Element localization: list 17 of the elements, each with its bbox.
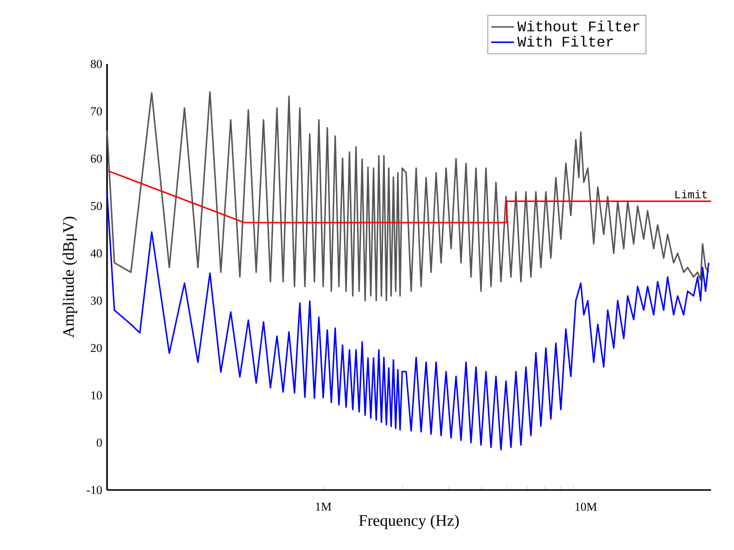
y-tick-label: 80 xyxy=(90,60,102,68)
y-tick-label: 10 xyxy=(91,391,102,400)
legend-label: Without Filter xyxy=(517,20,640,32)
y-tick-label: 40 xyxy=(90,249,102,258)
annotation: Limit xyxy=(675,190,707,198)
legend-label: With Filter xyxy=(517,36,613,47)
x-tick-label: 10M xyxy=(576,502,597,511)
y-tick-label: 50 xyxy=(91,202,102,210)
y-tick-label: 20 xyxy=(90,344,102,352)
x-axis-title: Frequency (Hz) xyxy=(359,514,459,530)
y-tick-label: 0 xyxy=(96,438,102,447)
y-tick-label: 30 xyxy=(90,296,102,305)
y-axis-title: Amplitude (dBμV) xyxy=(62,216,78,338)
x-tick-label: 1M xyxy=(316,502,332,511)
y-tick-label: -10 xyxy=(86,486,102,494)
y-tick-label: 60 xyxy=(90,154,102,163)
y-tick-label: 70 xyxy=(91,107,102,116)
